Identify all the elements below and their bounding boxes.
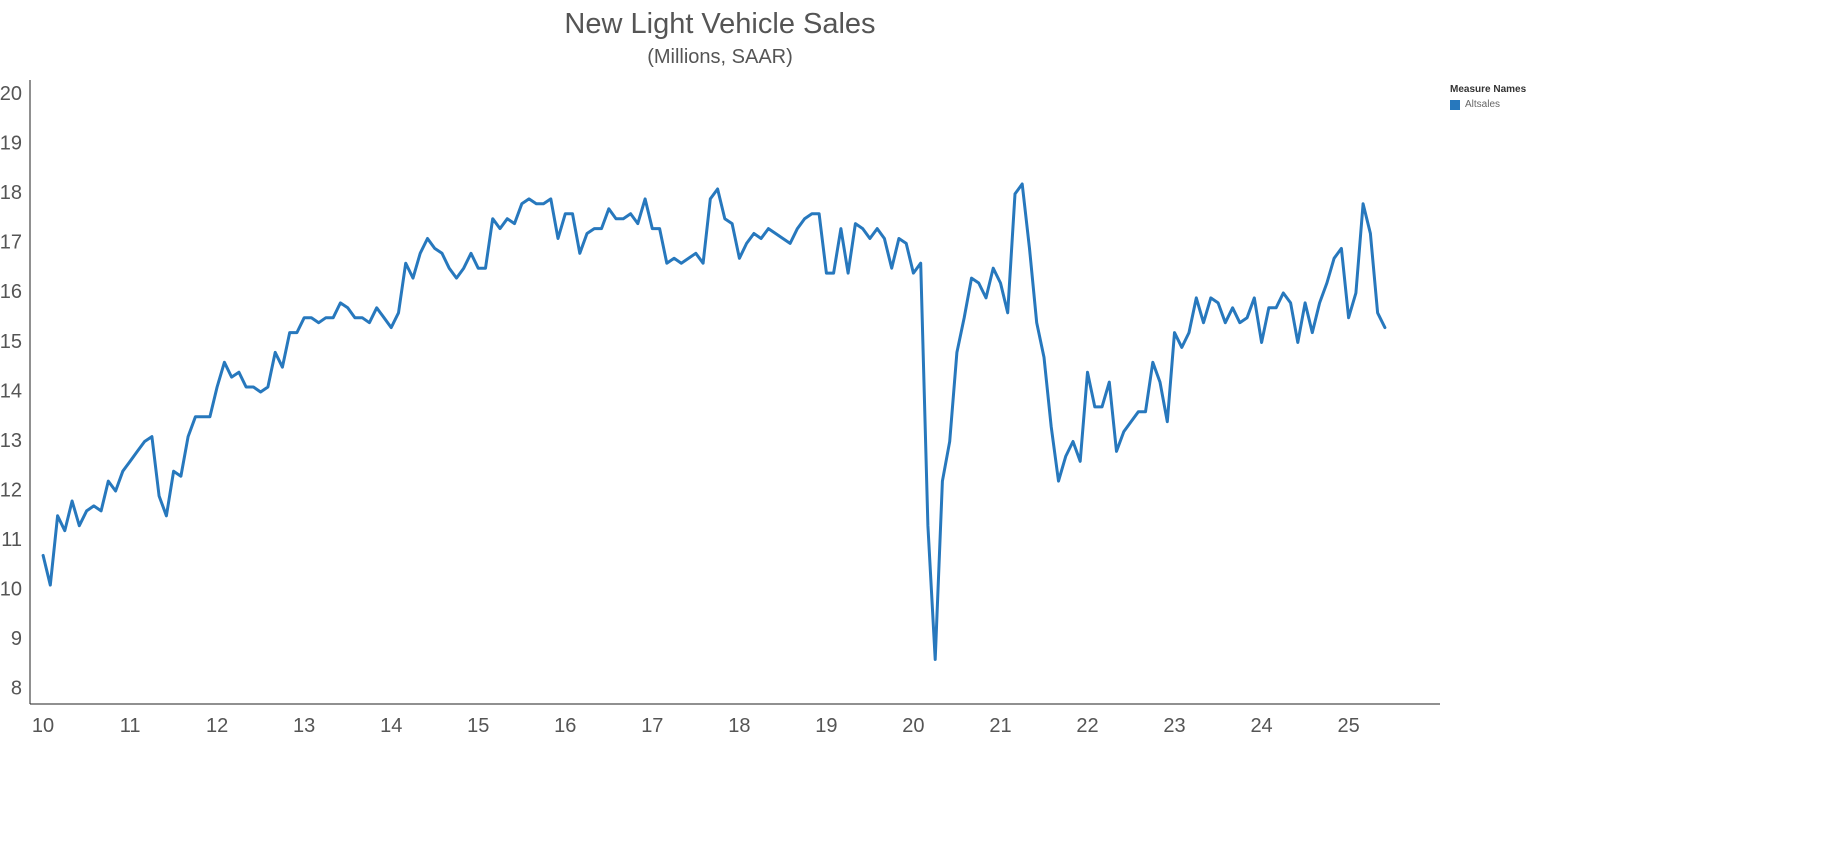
- legend-title: Measure Names: [1450, 84, 1527, 95]
- tick-labels: 8 9 10 11 12 13 14 15 16 17 18 19 20 10 11 12 13 14 15 16 17…: [0, 83, 1360, 737]
- legend-item-altsales[interactable]: Altsales: [1450, 99, 1526, 110]
- y-tick-label: 13: [0, 430, 22, 452]
- legend-swatch: [1450, 99, 1460, 110]
- x-tick-label: 10: [32, 715, 54, 737]
- x-tick-label: 15: [467, 715, 489, 737]
- y-tick-label: 15: [0, 331, 22, 353]
- series-line-altsales[interactable]: [41, 182, 1387, 661]
- x-tick-label: 16: [554, 715, 576, 737]
- x-tick-label: 18: [728, 715, 750, 737]
- x-tick-label: 12: [206, 715, 228, 737]
- legend: Measure Names Altsales: [1450, 84, 1526, 110]
- x-tick-label: 13: [293, 715, 315, 737]
- x-tick-label: 23: [1163, 715, 1185, 737]
- axes: [29, 80, 1440, 705]
- y-tick-label: 18: [0, 182, 22, 204]
- y-tick-label: 9: [11, 628, 22, 650]
- y-tick-label: 16: [0, 281, 22, 303]
- y-tick-label: 14: [0, 380, 22, 402]
- y-tick-label: 8: [11, 677, 22, 699]
- chart-subtitle: (Millions, SAAR): [647, 46, 793, 68]
- y-tick-label: 19: [0, 133, 22, 155]
- y-tick-label: 17: [0, 232, 22, 254]
- x-tick-label: 19: [815, 715, 837, 737]
- x-tick-label: 17: [641, 715, 663, 737]
- chart-title: New Light Vehicle Sales: [564, 8, 876, 40]
- x-tick-label: 14: [380, 715, 402, 737]
- y-tick-label: 10: [0, 578, 22, 600]
- x-tick-label: 25: [1337, 715, 1359, 737]
- y-tick-label: 12: [0, 479, 22, 501]
- x-tick-label: 21: [989, 715, 1011, 737]
- series-layer: [41, 182, 1387, 661]
- x-tick-label: 20: [902, 715, 924, 737]
- x-tick-label: 11: [120, 715, 141, 737]
- x-tick-label: 22: [1076, 715, 1098, 737]
- y-tick-label: 11: [1, 529, 22, 551]
- legend-item-label: Altsales: [1465, 99, 1501, 110]
- y-tick-label: 20: [0, 83, 22, 105]
- x-tick-label: 24: [1250, 715, 1272, 737]
